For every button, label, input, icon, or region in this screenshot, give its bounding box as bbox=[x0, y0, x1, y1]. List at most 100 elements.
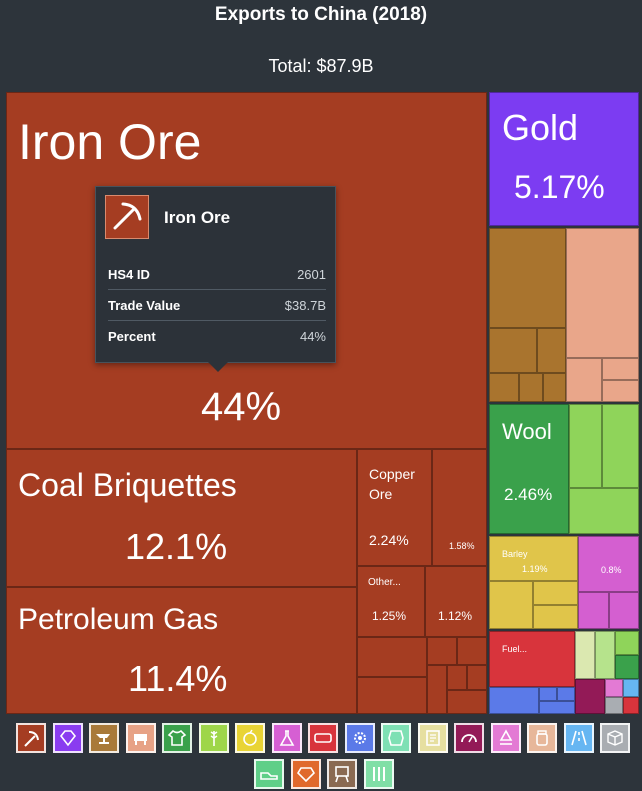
treemap-cell[interactable] bbox=[533, 605, 578, 629]
treemap-cell[interactable] bbox=[533, 581, 578, 605]
cell-percent: 1.19% bbox=[522, 564, 548, 574]
treemap-cell[interactable] bbox=[605, 697, 623, 714]
jar-icon[interactable] bbox=[527, 723, 557, 753]
recycle-icon[interactable] bbox=[490, 723, 521, 753]
diamond-icon[interactable] bbox=[52, 723, 83, 753]
treemap-cell[interactable] bbox=[489, 581, 533, 629]
treemap-cell-fuel[interactable]: Fuel... bbox=[489, 631, 575, 687]
treemap-cell[interactable] bbox=[467, 665, 487, 690]
treemap-cell[interactable] bbox=[575, 631, 595, 679]
treemap-cell[interactable] bbox=[595, 631, 615, 679]
treemap-cell[interactable] bbox=[602, 404, 639, 488]
treemap-cell[interactable] bbox=[557, 687, 575, 701]
cell-percent: 1.12% bbox=[438, 609, 473, 623]
treemap-cell-gold[interactable]: Gold 5.17% bbox=[489, 92, 639, 226]
treemap-cell-minerals-small[interactable]: 1.58% bbox=[432, 449, 487, 566]
cell-label: Copper Ore bbox=[369, 466, 415, 502]
chart-total: Total: $87.9B bbox=[268, 56, 374, 76]
treemap-cell[interactable] bbox=[578, 592, 609, 629]
gauge-icon[interactable] bbox=[454, 723, 484, 753]
treemap-cell[interactable] bbox=[623, 697, 639, 714]
cell-percent: 11.4% bbox=[128, 658, 228, 699]
cell-label: Fuel... bbox=[502, 644, 528, 654]
treemap-cell[interactable] bbox=[566, 228, 639, 358]
tooltip-row: Percent 44% bbox=[108, 321, 326, 351]
cell-label: Petroleum Gas bbox=[18, 603, 219, 636]
treemap-cell[interactable] bbox=[539, 701, 575, 714]
treemap-cell[interactable] bbox=[602, 380, 639, 402]
treemap-cell-copper-ore[interactable]: Copper Ore 2.24% bbox=[357, 449, 432, 566]
tooltip-value: 44% bbox=[299, 329, 326, 344]
treemap-cell[interactable] bbox=[605, 679, 623, 697]
gear-icon[interactable] bbox=[344, 723, 375, 753]
cell-percent: 12.1% bbox=[125, 526, 228, 567]
cell-percent: 5.17% bbox=[514, 169, 605, 205]
treemap-cell[interactable] bbox=[519, 373, 543, 402]
document-icon[interactable] bbox=[417, 723, 448, 753]
road-icon[interactable] bbox=[563, 723, 594, 753]
pickaxe-icon[interactable] bbox=[16, 723, 46, 753]
treemap-cell[interactable] bbox=[489, 687, 539, 714]
treemap-cell[interactable] bbox=[539, 687, 557, 701]
treemap-cell[interactable] bbox=[447, 690, 487, 714]
shoe-icon[interactable] bbox=[254, 759, 284, 789]
tooltip-value: $38.7B bbox=[284, 298, 326, 313]
treemap-cell[interactable] bbox=[357, 637, 427, 677]
pickaxe-icon bbox=[105, 195, 149, 239]
tooltip-row: Trade Value $38.7B bbox=[108, 290, 326, 321]
easel-icon[interactable] bbox=[327, 759, 357, 789]
treemap-cell[interactable] bbox=[602, 358, 639, 380]
treemap-cell-wool[interactable]: Wool 2.46% bbox=[489, 404, 569, 534]
treemap-cell[interactable] bbox=[566, 358, 602, 402]
tooltip-row: HS4 ID 2601 bbox=[108, 259, 326, 290]
cell-percent: 2.24% bbox=[369, 532, 409, 548]
cell-label: Barley bbox=[502, 549, 528, 559]
wheat-icon[interactable] bbox=[198, 723, 229, 753]
tooltip-title: Iron Ore bbox=[164, 208, 231, 227]
treemap-cell[interactable] bbox=[609, 592, 639, 629]
cell-percent: 1.58% bbox=[449, 541, 475, 551]
treemap-cell[interactable] bbox=[489, 328, 537, 373]
leather-icon[interactable] bbox=[381, 723, 411, 753]
gem-icon[interactable] bbox=[290, 759, 321, 789]
treemap-cell-coal-briquettes[interactable]: Coal Briquettes 12.1% bbox=[6, 449, 357, 587]
treemap-cell[interactable] bbox=[489, 373, 519, 402]
shirt-icon[interactable] bbox=[162, 723, 192, 753]
treemap-cell[interactable] bbox=[357, 677, 427, 714]
cell-label: Other... bbox=[368, 577, 401, 588]
tooltip-key: Percent bbox=[108, 329, 156, 344]
treemap-cell[interactable] bbox=[615, 655, 639, 679]
cell-percent: 2.46% bbox=[504, 485, 553, 504]
treemap-cell[interactable] bbox=[615, 631, 639, 655]
cell-percent: 0.8% bbox=[601, 565, 622, 575]
tooltip-value: 2601 bbox=[297, 267, 326, 282]
treemap-cell[interactable] bbox=[575, 679, 605, 714]
bamboo-icon[interactable] bbox=[363, 759, 394, 789]
treemap-cell[interactable] bbox=[569, 404, 602, 488]
treemap-cell-barley[interactable]: Barley 1.19% bbox=[489, 536, 578, 581]
cell-label: Coal Briquettes bbox=[18, 467, 237, 503]
battery-icon[interactable] bbox=[308, 723, 338, 753]
treemap-cell[interactable] bbox=[457, 637, 487, 665]
treemap-cell-minerals-112[interactable]: 1.12% bbox=[425, 566, 487, 637]
treemap-cell-iron-ore[interactable]: Iron Ore 44% bbox=[6, 92, 487, 449]
box-icon[interactable] bbox=[600, 723, 630, 753]
treemap-cell[interactable] bbox=[489, 228, 566, 328]
treemap-cell-other[interactable]: Other... 1.25% bbox=[357, 566, 425, 637]
tooltip: Iron Ore HS4 ID 2601 Trade Value $38.7B … bbox=[95, 186, 336, 372]
treemap-cell-petroleum-gas[interactable]: Petroleum Gas 11.4% bbox=[6, 587, 357, 714]
treemap-cell[interactable] bbox=[427, 665, 447, 714]
treemap-cell[interactable] bbox=[427, 637, 457, 665]
treemap-cell[interactable] bbox=[543, 373, 566, 402]
cow-icon[interactable] bbox=[125, 723, 156, 753]
treemap-cell-chemicals[interactable]: 0.8% bbox=[578, 536, 639, 592]
fruit-icon[interactable] bbox=[235, 723, 265, 753]
treemap-cell[interactable] bbox=[447, 665, 467, 690]
flask-icon[interactable] bbox=[271, 723, 302, 753]
treemap-cell[interactable] bbox=[569, 488, 639, 534]
anvil-icon[interactable] bbox=[89, 723, 119, 753]
cell-label: Gold bbox=[502, 107, 579, 148]
treemap-cell[interactable] bbox=[623, 679, 639, 697]
treemap-cell[interactable] bbox=[537, 328, 566, 373]
chart-title: Exports to China (2018) bbox=[214, 4, 428, 25]
